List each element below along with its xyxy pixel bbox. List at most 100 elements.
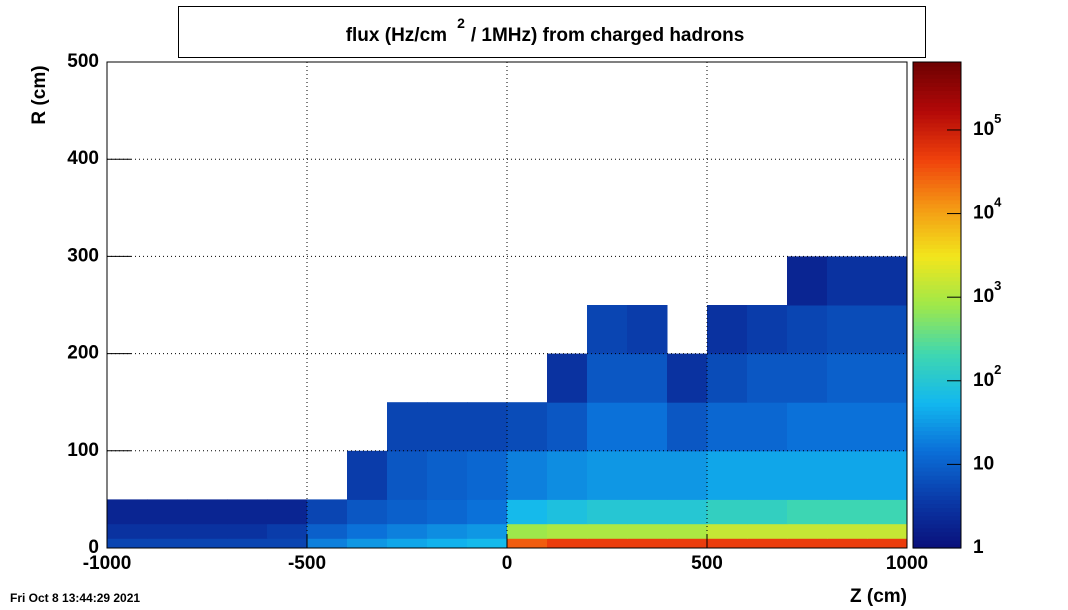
colorbar-step <box>913 390 961 395</box>
colorbar-step <box>913 483 961 488</box>
colorbar-step <box>913 454 961 460</box>
heat-cell <box>187 523 228 539</box>
heat-cell <box>427 450 468 500</box>
heat-cell <box>867 305 908 355</box>
heat-cell <box>467 499 508 525</box>
heat-cell <box>547 353 588 403</box>
colorbar-step <box>913 499 961 505</box>
colorbar-step <box>913 126 961 132</box>
axes: -1000 -500 0 500 100001002003004005001101021… <box>67 51 1002 574</box>
z-tick-base: 10 <box>973 119 994 140</box>
heat-cell <box>147 538 188 549</box>
date-stamp: Fri Oct 8 13:44:29 2021 <box>10 591 140 605</box>
colorbar-step <box>913 479 961 484</box>
colorbar-step <box>913 442 961 448</box>
heat-cell <box>827 305 868 355</box>
heat-cell <box>307 538 348 549</box>
colorbar-step <box>913 381 961 387</box>
heat-cell <box>107 499 148 525</box>
heat-cell <box>147 523 188 539</box>
heat-cell <box>787 305 828 355</box>
colorbar-step <box>913 98 961 104</box>
colorbar-step <box>913 110 961 116</box>
colorbar-step <box>913 191 961 197</box>
colorbar-step <box>913 155 961 160</box>
heat-cell <box>867 499 908 525</box>
colorbar-step <box>913 82 961 87</box>
colorbar-step <box>913 535 961 541</box>
chart-title: flux (Hz/cm 2 / 1MHz) from charged hadrons <box>346 15 745 46</box>
z-tick-base: 10 <box>973 286 994 307</box>
z-tick-exponent: 4 <box>994 195 1002 210</box>
heat-cell <box>747 499 788 525</box>
heat-cell <box>267 523 308 539</box>
heat-cell <box>667 353 708 403</box>
colorbar-step <box>913 495 961 500</box>
colorbar-step <box>913 248 961 253</box>
heat-cell <box>867 353 908 403</box>
heat-cell <box>747 450 788 500</box>
z-tick-base: 1 <box>973 537 984 558</box>
x-tick-label: -1000 <box>83 553 132 574</box>
heat-cell <box>787 523 828 539</box>
heat-cell <box>707 450 748 500</box>
x-tick-label: 1000 <box>886 553 928 574</box>
heat-cell <box>347 499 388 525</box>
colorbar-step <box>913 438 961 444</box>
heat-cell <box>587 450 628 500</box>
heat-cell <box>347 523 388 539</box>
colorbar-step <box>913 264 961 270</box>
heat-cell <box>187 538 228 549</box>
colorbar-step <box>913 151 961 156</box>
heat-cell <box>827 256 868 306</box>
title-box <box>178 6 926 58</box>
heat-cell <box>547 450 588 500</box>
heat-cell <box>587 499 628 525</box>
colorbar-step <box>913 406 961 411</box>
title-part: flux (Hz/cm <box>346 25 447 46</box>
y-tick-label: 500 <box>67 51 99 72</box>
colorbar-step <box>913 268 961 274</box>
colorbar-step <box>913 207 961 213</box>
x-tick-label: 0 <box>502 553 513 574</box>
colorbar-step <box>913 357 961 363</box>
colorbar-step <box>913 361 961 367</box>
heat-cell <box>307 499 348 525</box>
heat-cell <box>467 523 508 539</box>
colorbar-step <box>913 179 961 185</box>
heat-cell <box>747 402 788 452</box>
colorbar-step <box>913 345 961 351</box>
heat-cell <box>227 523 268 539</box>
heat-cell <box>387 523 428 539</box>
colorbar-step <box>913 386 961 391</box>
heat-cell <box>547 538 588 549</box>
colorbar-step <box>913 341 961 347</box>
heat-cell <box>787 450 828 500</box>
colorbar-step <box>913 114 961 120</box>
colorbar-step <box>913 106 961 112</box>
heatmap <box>107 256 908 549</box>
z-tick-exponent: 2 <box>994 362 1001 377</box>
heat-cell <box>427 538 468 549</box>
heat-cell <box>787 256 828 306</box>
heat-cell <box>827 353 868 403</box>
title-sup: 2 <box>457 15 465 31</box>
colorbar-step <box>913 511 961 517</box>
colorbar-step <box>913 232 961 237</box>
colorbar-step <box>913 203 961 209</box>
heat-cell <box>667 402 708 452</box>
colorbar-step <box>913 159 961 164</box>
heat-cell <box>387 538 428 549</box>
heat-cell <box>707 499 748 525</box>
heat-cell <box>307 523 348 539</box>
colorbar-step <box>913 252 961 257</box>
colorbar-step <box>913 171 961 176</box>
heat-cell <box>547 499 588 525</box>
colorbar-step <box>913 147 961 152</box>
heat-cell <box>667 538 708 549</box>
y-tick-label: 200 <box>67 343 99 364</box>
colorbar-step <box>913 414 961 419</box>
colorbar-step <box>913 333 961 338</box>
heat-cell <box>587 402 628 452</box>
title-part: / 1MHz) from charged hadrons <box>471 25 744 46</box>
